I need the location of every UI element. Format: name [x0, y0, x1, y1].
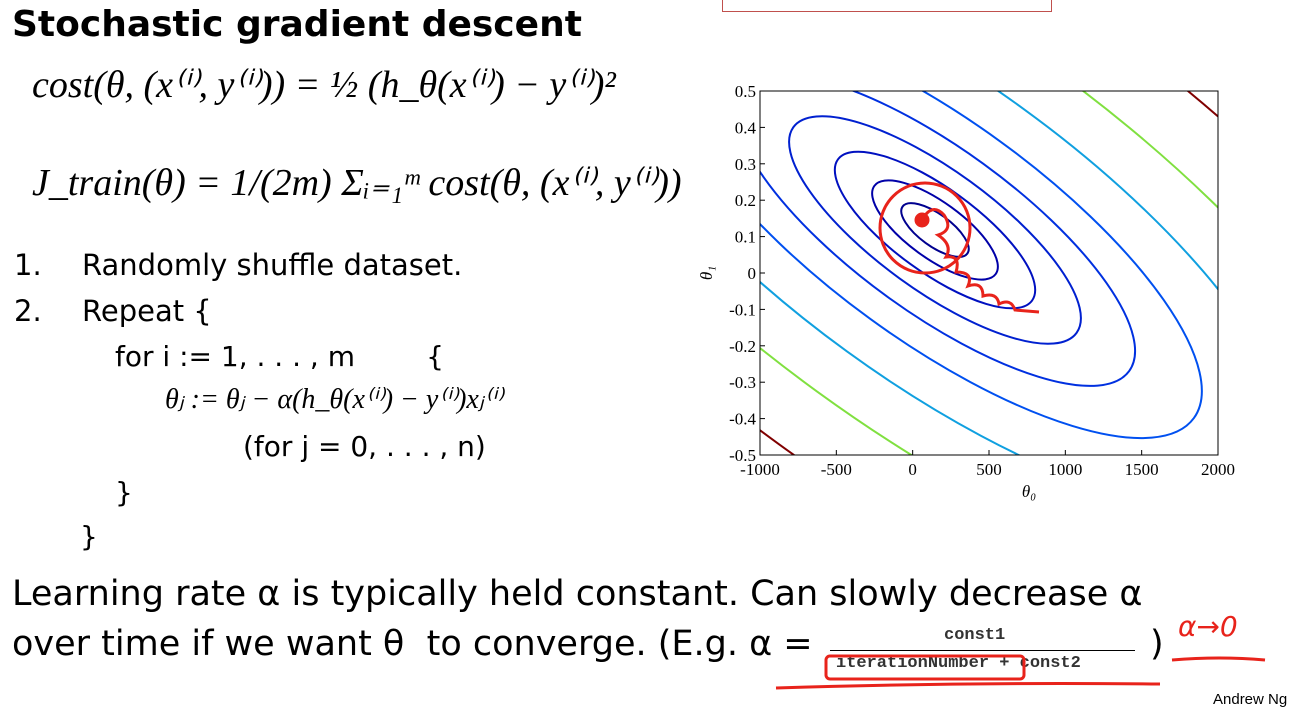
x-tick-label: 0	[908, 460, 917, 479]
step-number: 1.	[14, 248, 42, 282]
x-axis-label: θ₀	[1022, 482, 1036, 501]
y-tick-label: 0.3	[735, 155, 756, 174]
top-box	[722, 0, 1052, 12]
slide-title: Stochastic gradient descent	[12, 4, 582, 45]
y-tick-label: 0.4	[735, 118, 757, 137]
x-tick-label: -1000	[740, 460, 780, 479]
code-line: for i := 1, . . . , m {	[115, 340, 444, 373]
fraction-bar	[830, 650, 1135, 651]
step-number: 2.	[14, 294, 42, 328]
y-axis-label: θ₁	[697, 266, 716, 280]
y-tick-label: 0.5	[735, 82, 756, 101]
y-tick-label: -0.1	[729, 300, 756, 319]
contours	[760, 91, 1218, 455]
x-tick-label: 1500	[1125, 460, 1159, 479]
j-train-formula: J_train(θ) = 1/(2m) Σᵢ₌₁ᵐ cost(θ, (x⁽ⁱ⁾,…	[32, 162, 682, 204]
code-line: }	[115, 476, 133, 509]
fraction-numerator: const1	[944, 626, 1006, 645]
y-tick-label: -0.5	[729, 446, 756, 465]
note-line: over time if we want θ to converge. (E.g…	[12, 624, 813, 664]
x-tick-label: -500	[821, 460, 852, 479]
footer: Andrew Ng	[1213, 691, 1288, 708]
y-tick-label: 0.2	[735, 191, 756, 210]
y-tick-label: -0.3	[729, 373, 756, 392]
y-tick-label: -0.2	[729, 337, 756, 356]
note-close: )	[1150, 624, 1164, 664]
x-tick-label: 2000	[1201, 460, 1235, 479]
code-line: (for j = 0, . . . , n)	[243, 430, 486, 463]
y-tick-label: 0	[748, 264, 757, 283]
code-line: θⱼ := θⱼ − α(h_θ(x⁽ⁱ⁾) − y⁽ⁱ⁾)xⱼ⁽ⁱ⁾	[165, 384, 503, 415]
note-line: Learning rate α is typically held consta…	[12, 574, 1143, 614]
cost-formula: cost(θ, (x⁽ⁱ⁾, y⁽ⁱ⁾)) = ½ (h_θ(x⁽ⁱ⁾) − y…	[32, 64, 616, 106]
code-line: }	[80, 520, 98, 553]
x-tick-label: 1000	[1048, 460, 1082, 479]
handwritten-annotation: α→0	[1178, 610, 1238, 643]
sgd-path	[878, 181, 1040, 314]
step-text: Repeat {	[82, 294, 212, 328]
step-text: Randomly shuffle dataset.	[82, 248, 463, 282]
x-tick-label: 500	[976, 460, 1002, 479]
y-tick-label: 0.1	[735, 228, 756, 247]
fraction-denominator: iterationNumber + const2	[836, 654, 1081, 673]
y-tick-label: -0.4	[729, 410, 756, 429]
